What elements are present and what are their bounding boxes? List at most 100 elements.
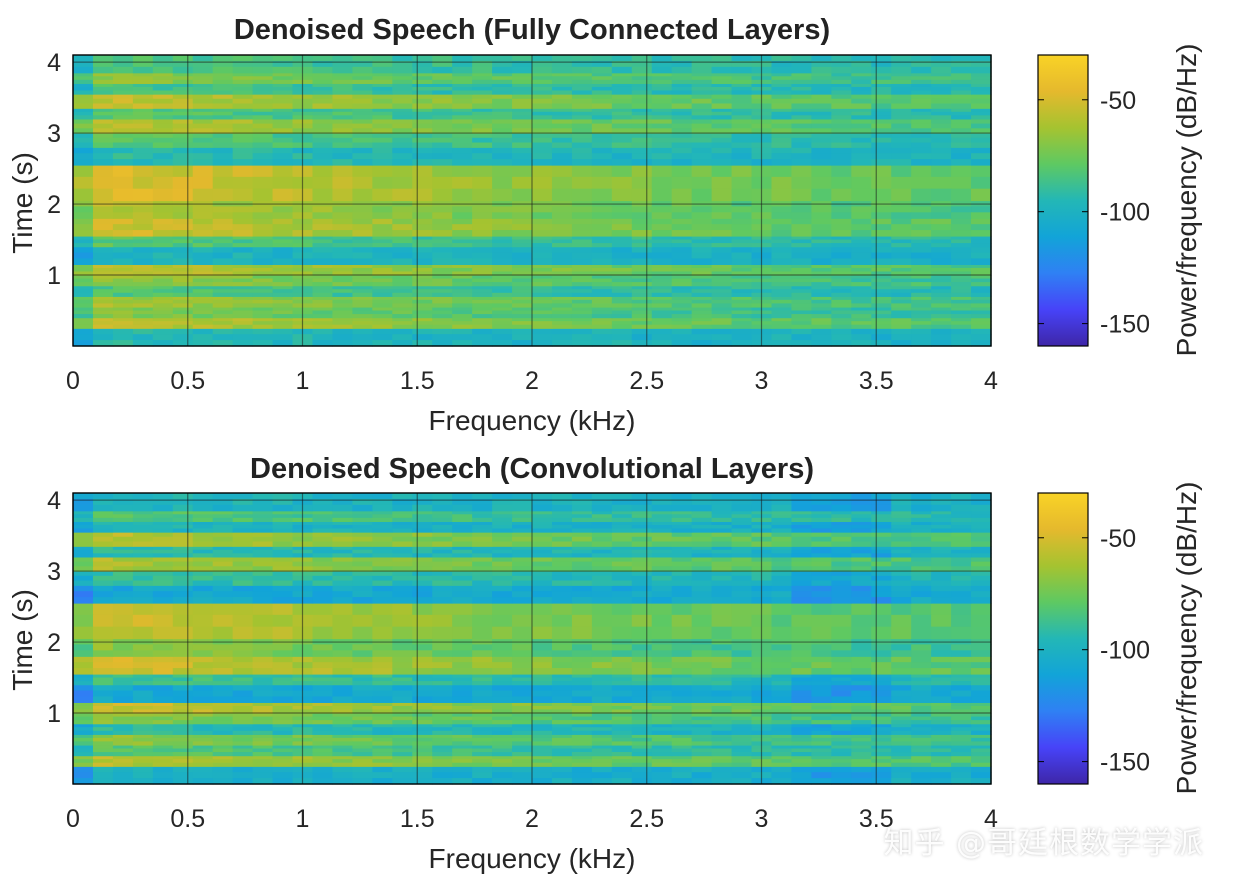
spectrogram-cell <box>512 218 533 225</box>
spectrogram-cell <box>472 705 493 711</box>
spectrogram-cell <box>492 299 513 305</box>
spectrogram-cell <box>412 66 433 74</box>
spectrogram-cell <box>551 188 573 202</box>
spectrogram-cell <box>691 83 713 88</box>
spectrogram-cell <box>831 72 852 77</box>
spectrogram-cell <box>911 264 932 269</box>
spectrogram-cell <box>492 662 513 669</box>
spectrogram-cell <box>332 72 353 77</box>
spectrogram-cell <box>771 299 793 305</box>
spectrogram-cell <box>971 644 992 651</box>
spectrogram-cell <box>951 296 972 301</box>
spectrogram-cell <box>492 702 513 707</box>
spectrogram-cell <box>891 340 912 347</box>
spectrogram-cell <box>432 243 453 248</box>
spectrogram-cell <box>591 133 613 139</box>
spectrogram-cell <box>412 188 433 202</box>
spectrogram-cell <box>272 571 294 577</box>
spectrogram-cell <box>312 60 334 68</box>
spectrogram-cell <box>931 66 952 74</box>
spectrogram-cell <box>831 591 852 598</box>
spectrogram-cell <box>771 690 793 698</box>
spectrogram-cell <box>372 306 393 312</box>
spectrogram-cell <box>452 188 473 202</box>
spectrogram-cell <box>631 235 653 241</box>
spectrogram-cell <box>432 282 453 287</box>
spectrogram-cell <box>73 299 94 305</box>
spectrogram-cell <box>651 748 673 753</box>
spectrogram-cell <box>651 716 673 721</box>
spectrogram-cell <box>392 108 413 113</box>
spectrogram-cell <box>931 716 952 721</box>
spectrogram-cell <box>312 571 334 577</box>
spectrogram-cell <box>172 762 194 767</box>
spectrogram-cell <box>172 296 194 301</box>
spectrogram-cell <box>232 716 254 721</box>
spectrogram-cell <box>192 60 214 68</box>
spectrogram-cell <box>911 212 932 219</box>
spectrogram-cell <box>891 696 912 703</box>
spectrogram-cell <box>312 118 334 125</box>
spectrogram-cell <box>112 246 134 254</box>
spectrogram-cell <box>811 741 832 746</box>
spectrogram-cell <box>532 566 553 572</box>
spectrogram-cell <box>172 723 194 728</box>
spectrogram-cell <box>252 571 274 577</box>
spectrogram-cell <box>92 673 114 679</box>
spectrogram-cell <box>452 282 473 287</box>
spectrogram-cell <box>691 591 713 598</box>
spectrogram-cell <box>591 716 613 721</box>
spectrogram-cell <box>911 591 932 598</box>
spectrogram-cell <box>112 681 134 686</box>
spectrogram-cell <box>771 328 793 335</box>
spectrogram-cell <box>651 723 673 728</box>
spectrogram-cell <box>571 285 593 290</box>
spectrogram-cell <box>791 737 812 743</box>
spectrogram-cell <box>232 176 254 190</box>
spectrogram-cell <box>332 137 353 144</box>
spectrogram-cell <box>971 716 992 721</box>
spectrogram-cell <box>352 258 373 265</box>
spectrogram-cell <box>232 549 254 554</box>
spectrogram-cell <box>512 224 533 231</box>
spectrogram-cell <box>651 285 673 290</box>
spectrogram-cell <box>851 289 872 294</box>
spectrogram-cell <box>392 239 413 244</box>
spectrogram-cell <box>192 580 214 586</box>
spectrogram-cell <box>112 224 134 231</box>
spectrogram-cell <box>452 656 473 663</box>
spectrogram-cell <box>472 128 493 134</box>
spectrogram-cell <box>871 713 892 718</box>
spectrogram-cell <box>731 571 753 577</box>
spectrogram-cell <box>571 566 593 572</box>
spectrogram-cell <box>871 324 892 329</box>
spectrogram-cell <box>412 239 433 244</box>
spectrogram-cell <box>591 66 613 74</box>
colorbar-tick-label: -150 <box>1100 311 1150 339</box>
spectrogram-cell <box>432 705 453 711</box>
spectrogram-cell <box>691 94 713 100</box>
spectrogram-cell <box>731 759 753 764</box>
spectrogram-cell <box>611 591 633 598</box>
spectrogram-cell <box>651 744 673 750</box>
spectrogram-cell <box>551 673 573 679</box>
spectrogram-cell <box>951 55 972 62</box>
spectrogram-cell <box>831 264 852 269</box>
spectrogram-cell <box>671 766 693 773</box>
spectrogram-cell <box>851 128 872 134</box>
spectrogram-cell <box>212 614 234 628</box>
spectrogram-cell <box>492 677 513 682</box>
spectrogram-cell <box>172 137 194 144</box>
spectrogram-cell <box>172 556 194 563</box>
spectrogram-cell <box>591 772 613 779</box>
spectrogram-cell <box>631 264 653 269</box>
spectrogram-cell <box>631 60 653 68</box>
spectrogram-cell <box>192 142 214 148</box>
spectrogram-cell <box>951 668 972 675</box>
spectrogram-cell <box>92 246 114 254</box>
spectrogram-cell <box>252 650 274 657</box>
spectrogram-cell <box>851 66 872 74</box>
spectrogram-cell <box>851 147 872 154</box>
spectrogram-cell <box>252 267 274 273</box>
spectrogram-cell <box>591 677 613 682</box>
